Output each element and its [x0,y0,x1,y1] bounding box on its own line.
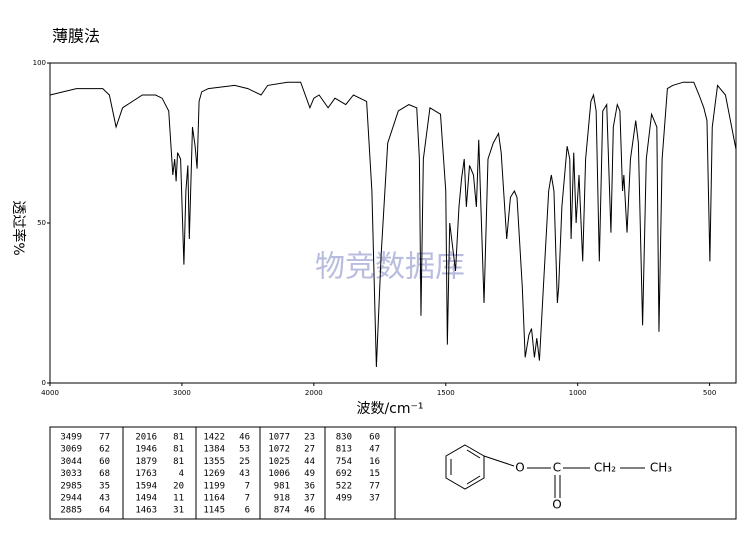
peak-wavenumber: 1422 [203,433,225,443]
x-tick-label: 500 [703,389,716,397]
peak-wavenumber: 499 [336,494,352,504]
peak-transmittance: 11 [173,494,184,504]
peak-wavenumber: 1199 [203,481,225,491]
peak-transmittance: 7 [245,494,250,504]
x-tick-label: 1000 [569,389,587,397]
x-tick-label: 4000 [41,389,59,397]
peak-transmittance: 64 [99,506,110,516]
structure [445,444,645,498]
peak-transmittance: 60 [369,433,380,443]
peak-wavenumber: 1463 [135,506,157,516]
peak-wavenumber: 1594 [135,481,157,491]
peak-transmittance: 47 [369,445,380,455]
bond [466,449,481,459]
peak-wavenumber: 1946 [135,445,157,455]
atom-label: CH₂ [594,461,616,475]
peak-wavenumber: 1763 [135,469,157,479]
peak-transmittance: 68 [99,469,110,479]
peak-wavenumber: 1072 [268,445,290,455]
peak-wavenumber: 830 [336,433,352,443]
peak-wavenumber: 3044 [60,457,82,467]
peak-transmittance: 25 [239,457,250,467]
peak-transmittance: 16 [369,457,380,467]
peak-transmittance: 37 [304,494,315,504]
peak-wavenumber: 1145 [203,506,225,516]
peak-wavenumber: 1494 [135,494,157,504]
peak-wavenumber: 1355 [203,457,225,467]
peak-wavenumber: 1164 [203,494,225,504]
peak-transmittance: 53 [239,445,250,455]
peak-transmittance: 35 [99,481,110,491]
x-tick-label: 3000 [173,389,191,397]
peak-wavenumber: 1006 [268,469,290,479]
peak-wavenumber: 3069 [60,445,82,455]
peak-transmittance: 81 [173,433,184,443]
peak-transmittance: 6 [245,506,250,516]
peak-transmittance: 23 [304,433,315,443]
peak-transmittance: 43 [99,494,110,504]
peak-transmittance: 27 [304,445,315,455]
bond [483,455,515,467]
peak-wavenumber: 1384 [203,445,225,455]
peak-wavenumber: 754 [336,457,352,467]
peak-transmittance: 46 [304,506,315,516]
atom-label: C [553,461,561,475]
plot-frame [49,62,737,384]
peak-transmittance: 77 [99,433,110,443]
y-axis-label: 透过率% [10,200,27,255]
peak-wavenumber: 918 [274,494,290,504]
peak-transmittance: 20 [173,481,184,491]
table-frame [49,426,737,520]
peak-wavenumber: 692 [336,469,352,479]
peak-wavenumber: 1879 [135,457,157,467]
benzene-ring [445,444,485,490]
atom-label: O [515,461,524,475]
atom-label: CH₃ [650,461,672,475]
peak-wavenumber: 813 [336,445,352,455]
peak-wavenumber: 522 [336,481,352,491]
peak-transmittance: 36 [304,481,315,491]
peak-transmittance: 77 [369,481,380,491]
peak-wavenumber: 2885 [60,506,82,516]
peak-transmittance: 43 [239,469,250,479]
peak-transmittance: 7 [245,481,250,491]
y-tick-label: 0 [42,379,46,387]
chart-title: 薄膜法 [52,27,100,46]
peak-transmittance: 37 [369,494,380,504]
peak-transmittance: 31 [173,506,184,516]
peak-wavenumber: 3499 [60,433,82,443]
peak-wavenumber: 981 [274,481,290,491]
peak-transmittance: 81 [173,457,184,467]
x-tick-label: 2000 [305,389,323,397]
peak-transmittance: 81 [173,445,184,455]
atom-label: O [552,498,561,512]
peak-wavenumber: 1025 [268,457,290,467]
spectrum-line [49,81,737,368]
peak-wavenumber: 2016 [135,433,157,443]
x-axis-label: 波数/cm⁻¹ [356,401,423,417]
peak-wavenumber: 1269 [203,469,225,479]
peak-wavenumber: 1077 [268,433,290,443]
peak-wavenumber: 2944 [60,494,82,504]
peak-transmittance: 46 [239,433,250,443]
peak-transmittance: 4 [179,469,184,479]
peak-transmittance: 44 [304,457,315,467]
y-tick-label: 100 [33,59,46,67]
peak-wavenumber: 2985 [60,481,82,491]
peak-transmittance: 49 [304,469,315,479]
watermark: 物竞数据库 [315,250,465,285]
y-tick-label: 50 [37,219,46,227]
peak-transmittance: 60 [99,457,110,467]
peak-wavenumber: 874 [274,506,290,516]
x-tick-label: 1500 [437,389,455,397]
peak-transmittance: 62 [99,445,110,455]
peak-transmittance: 15 [369,469,380,479]
bond [466,475,481,485]
peak-wavenumber: 3033 [60,469,82,479]
